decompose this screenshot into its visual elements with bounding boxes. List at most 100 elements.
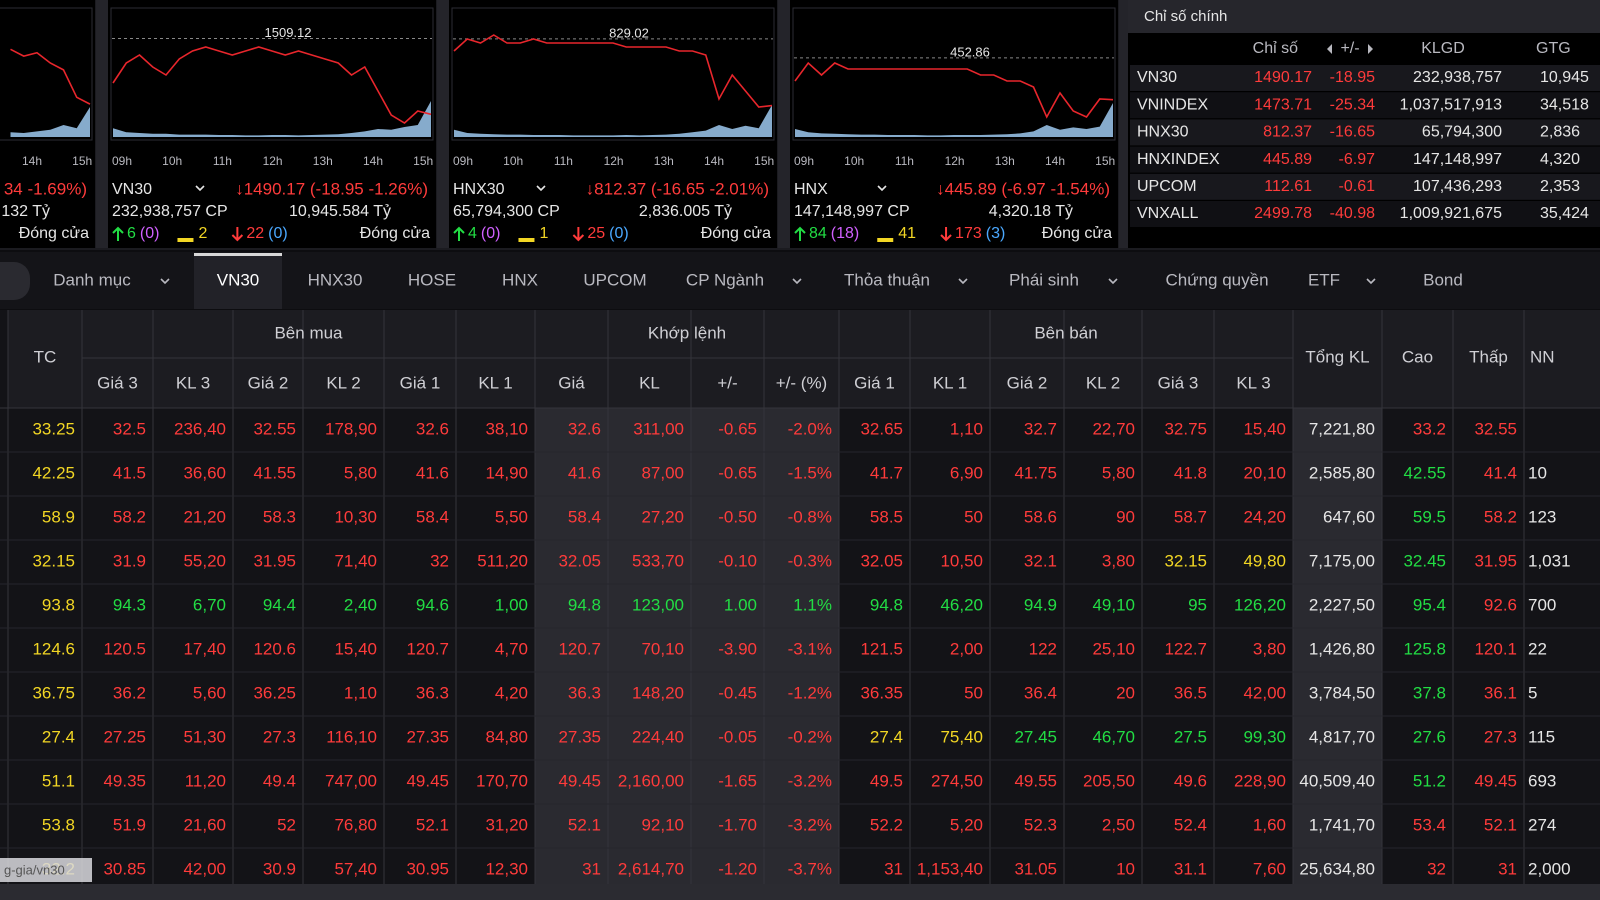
status-bar-bg [0, 858, 92, 882]
time-label: 15h [72, 154, 92, 168]
index-volume: 232,938,757 CP [112, 203, 228, 220]
board-cell: -3.1% [788, 639, 832, 658]
board-cell: 116,10 [326, 727, 377, 746]
tab[interactable]: HOSE [408, 270, 456, 289]
index-line [794, 61, 1114, 119]
index-table-title: Chỉ số chính [1144, 8, 1227, 25]
board-cell: 7,175,00 [1309, 551, 1375, 570]
board-body: Bên mua Khớp lệnh Bên bán TC Tổng KL Cao Thấp N… [0, 310, 1600, 900]
board-cell: -0.65 [718, 419, 757, 438]
tab[interactable]: CP Ngành [686, 270, 764, 289]
column-header: Tổng KL [1305, 347, 1369, 366]
board-cell: -3.2% [788, 771, 832, 790]
time-label: 15h [413, 154, 433, 168]
tab[interactable]: ETF [1308, 270, 1340, 289]
sub-header: Giá 1 [400, 373, 441, 392]
board-cell: 2,50 [1102, 815, 1135, 834]
board-cell: 58.2 [1484, 507, 1517, 526]
sub-header: Giá 1 [854, 373, 895, 392]
time-label: 10h [844, 154, 864, 168]
index-value: 4,320.18 Tỷ [989, 203, 1073, 220]
index-row-bg [1130, 65, 1600, 91]
index-cell: VNXALL [1137, 205, 1198, 222]
dropdown-icon[interactable] [160, 278, 170, 285]
board-cell: 42,00 [183, 859, 226, 878]
index-cell: HNX30 [1137, 124, 1189, 141]
index-panel: 14h 15h 34 -1.69%) .132 Tỷ Đóng cửa [0, 0, 95, 248]
column-bg [233, 408, 303, 900]
volume-area [113, 101, 431, 137]
board-cell: 49.45 [406, 771, 449, 790]
time-label: 09h [453, 154, 473, 168]
tab[interactable]: HNX30 [308, 270, 363, 289]
index-cell: 2,836 [1540, 124, 1580, 141]
index-cell: -25.34 [1330, 96, 1375, 113]
tab[interactable]: Bond [1423, 270, 1463, 289]
board-cell: 94.8 [568, 595, 601, 614]
board-cell: 93.8 [42, 595, 75, 614]
index-cell: 232,938,757 [1413, 69, 1502, 86]
advancers: 84 [809, 225, 827, 242]
dropdown-icon[interactable] [536, 185, 546, 192]
dropdown-icon[interactable] [1366, 278, 1376, 285]
board-cell: 36.35 [860, 683, 903, 702]
tab[interactable]: Thỏa thuận [844, 270, 930, 289]
scroll-left-icon[interactable] [1327, 44, 1332, 54]
board-cell: 27.5 [1174, 727, 1207, 746]
floor-count: (0) [609, 225, 629, 242]
board-cell: 7,60 [1253, 859, 1286, 878]
index-cell: -16.65 [1330, 124, 1375, 141]
dropdown-icon[interactable] [877, 185, 887, 192]
column-bg [1064, 408, 1142, 900]
column-bg [153, 408, 233, 900]
dropdown-icon[interactable] [958, 278, 968, 285]
time-label: 10h [503, 154, 523, 168]
column-bg [1142, 408, 1214, 900]
board-cell: 58.4 [568, 507, 601, 526]
sub-header: +/- (%) [776, 373, 827, 392]
board-cell: 36.3 [568, 683, 601, 702]
board-cell: 126,20 [1234, 595, 1286, 614]
board-cell: 49.55 [1014, 771, 1057, 790]
board-cell: 20,10 [1243, 463, 1286, 482]
board-cell: 32.55 [253, 419, 296, 438]
board-cell: 71,40 [334, 551, 377, 570]
horizontal-scrollbar[interactable] [0, 884, 1600, 900]
time-label: 13h [313, 154, 333, 168]
board-cell: 228,90 [1234, 771, 1286, 790]
market-status: Đóng cửa [360, 225, 430, 242]
board-cell: 41.4 [1484, 463, 1517, 482]
tab[interactable]: Danh mục [53, 270, 131, 289]
tab[interactable]: UPCOM [583, 270, 646, 289]
volume-area [795, 103, 1113, 137]
board-cell: 32.55 [1474, 419, 1517, 438]
tab[interactable]: VN30 [217, 270, 260, 289]
board-cell: 32.15 [32, 551, 75, 570]
sub-header: KL 3 [1236, 373, 1270, 392]
tab[interactable]: Chứng quyền [1165, 270, 1268, 289]
index-cell: 4,320 [1540, 151, 1580, 168]
floor-count: (0) [268, 225, 288, 242]
column-bg [303, 408, 384, 900]
board-cell: 49.45 [1474, 771, 1517, 790]
dropdown-icon[interactable] [195, 185, 205, 192]
board-cell: 52.1 [1484, 815, 1517, 834]
tab[interactable]: Phái sinh [1009, 270, 1079, 289]
down-arrow-icon [572, 227, 585, 242]
board-cell: 3,80 [1253, 639, 1286, 658]
index-line [453, 34, 773, 108]
dropdown-icon[interactable] [1108, 278, 1118, 285]
tab[interactable]: HNX [502, 270, 538, 289]
board-cell: 32.5 [113, 419, 146, 438]
board-cell: 31.95 [253, 551, 296, 570]
menu-button[interactable] [0, 262, 30, 300]
board-cell: 25,634,80 [1299, 859, 1375, 878]
board-cell: -1.2% [788, 683, 832, 702]
sub-header: KL 2 [326, 373, 360, 392]
dropdown-icon[interactable] [792, 278, 802, 285]
board-cell: 32.6 [568, 419, 601, 438]
board-cell: 120.7 [558, 639, 601, 658]
column-bg [1214, 408, 1293, 900]
scroll-right-icon[interactable] [1368, 44, 1373, 54]
board-cell: -0.05 [718, 727, 757, 746]
